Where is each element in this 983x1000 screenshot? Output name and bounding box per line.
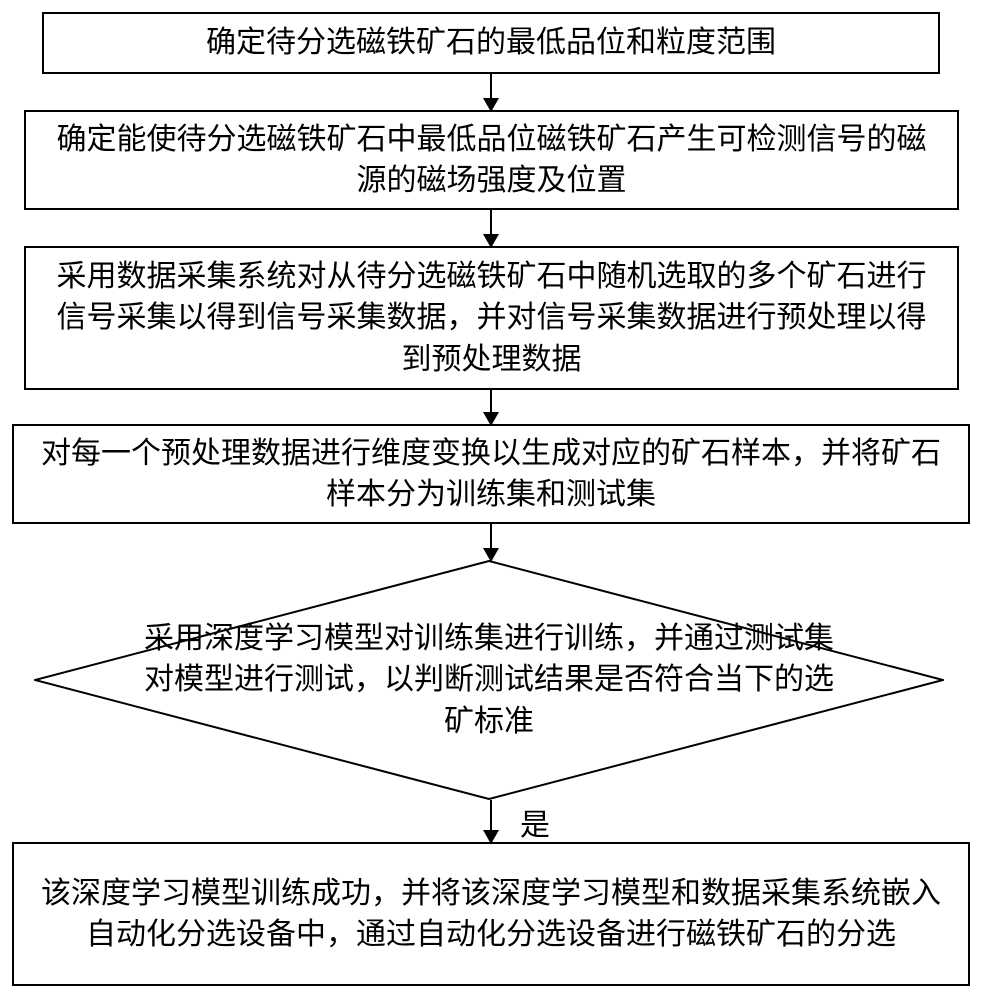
- connector-4: [490, 524, 492, 560]
- step-2: 确定能使待分选磁铁矿石中最低品位磁铁矿石产生可检测信号的磁源的磁场强度及位置: [24, 110, 959, 210]
- step-1-text: 确定待分选磁铁矿石的最低品位和粒度范围: [206, 22, 776, 63]
- step-2-text: 确定能使待分选磁铁矿石中最低品位磁铁矿石产生可检测信号的磁源的磁场强度及位置: [46, 119, 937, 202]
- step-1: 确定待分选磁铁矿石的最低品位和粒度范围: [42, 12, 940, 74]
- flowchart-stage: 确定待分选磁铁矿石的最低品位和粒度范围 确定能使待分选磁铁矿石中最低品位磁铁矿石…: [0, 0, 983, 1000]
- decision-1-text: 采用深度学习模型对训练集进行训练，并通过测试集对模型进行测试，以判断测试结果是否…: [144, 618, 834, 742]
- connector-1: [490, 74, 492, 110]
- step-4-text: 对每一个预处理数据进行维度变换以生成对应的矿石样本，并将矿石样本分为训练集和测试…: [34, 433, 948, 516]
- decision-yes-label: 是: [520, 800, 550, 844]
- step-5: 该深度学习模型训练成功，并将该深度学习模型和数据采集系统嵌入自动化分选设备中，通…: [12, 842, 970, 986]
- decision-1: 采用深度学习模型对训练集进行训练，并通过测试集对模型进行测试，以判断测试结果是否…: [34, 560, 944, 800]
- connector-2: [490, 210, 492, 246]
- step-3-text: 采用数据采集系统对从待分选磁铁矿石中随机选取的多个矿石进行信号采集以得到信号采集…: [46, 256, 937, 380]
- step-5-text: 该深度学习模型训练成功，并将该深度学习模型和数据采集系统嵌入自动化分选设备中，通…: [34, 873, 948, 956]
- step-3: 采用数据采集系统对从待分选磁铁矿石中随机选取的多个矿石进行信号采集以得到信号采集…: [24, 246, 959, 390]
- connector-5: [490, 800, 492, 842]
- step-4: 对每一个预处理数据进行维度变换以生成对应的矿石样本，并将矿石样本分为训练集和测试…: [12, 424, 970, 524]
- connector-3: [490, 390, 492, 424]
